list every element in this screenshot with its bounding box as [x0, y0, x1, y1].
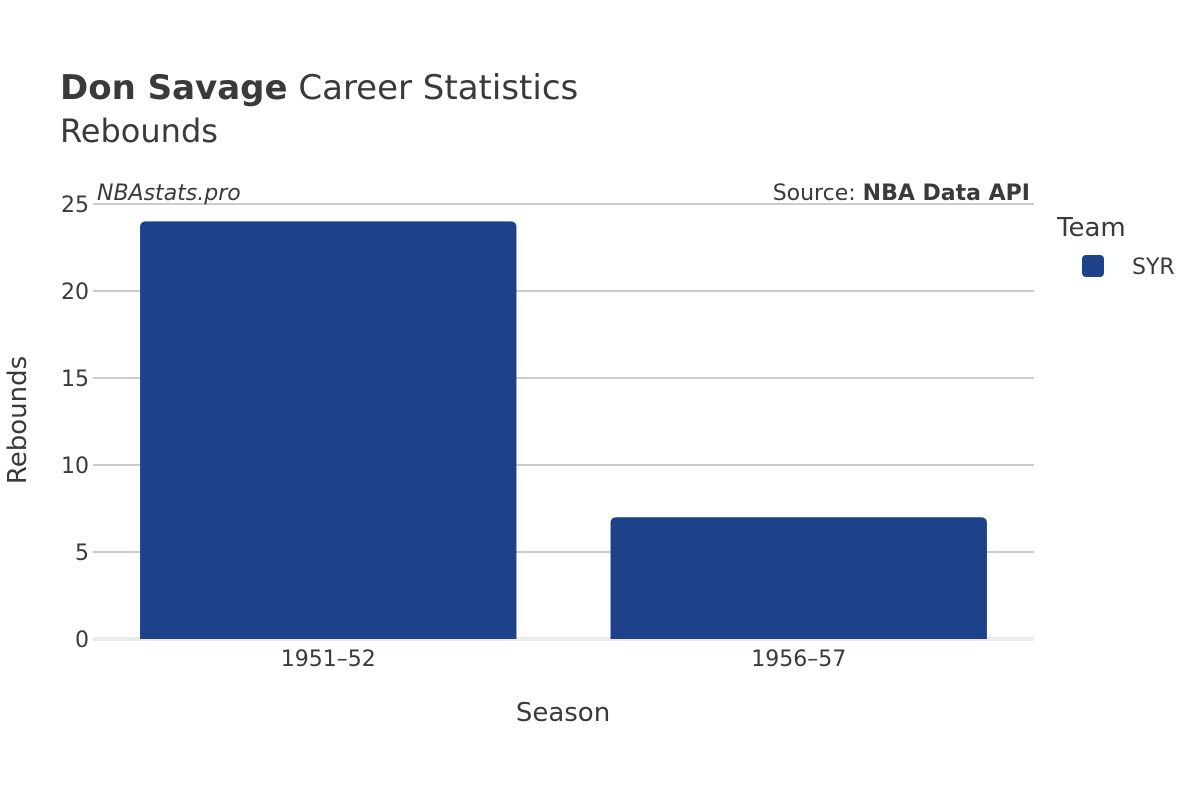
source-credit: Source: NBA Data API — [773, 181, 1030, 206]
legend: Team SYR — [1056, 213, 1175, 280]
bar-195152[interactable] — [140, 221, 517, 639]
x-tick-label: 1956–57 — [751, 647, 846, 672]
x-axis-ticks: 1951–52 1956–57 — [281, 647, 846, 672]
chart-title: Don Savage Career Statistics — [60, 68, 578, 108]
x-axis-title: Season — [516, 698, 610, 728]
source-name: NBA Data API — [863, 181, 1030, 206]
y-tick-label: 25 — [61, 193, 89, 218]
chart-subtitle: Rebounds — [60, 112, 218, 150]
bar-195657[interactable] — [610, 517, 987, 639]
legend-title: Team — [1056, 213, 1126, 243]
bars — [140, 221, 987, 639]
y-tick-label: 10 — [61, 454, 89, 479]
player-name: Don Savage — [60, 68, 288, 108]
watermark: NBAstats.pro — [97, 181, 241, 206]
y-tick-label: 20 — [61, 280, 89, 305]
legend-swatch-syr[interactable] — [1082, 255, 1104, 277]
legend-label-syr[interactable]: SYR — [1132, 255, 1175, 280]
y-tick-label: 0 — [75, 628, 89, 653]
y-axis-ticks: 0 5 10 15 20 25 — [61, 193, 89, 653]
source-prefix: Source: — [773, 181, 863, 206]
x-tick-label: 1951–52 — [281, 647, 376, 672]
y-tick-label: 15 — [61, 367, 89, 392]
title-suffix: Career Statistics — [298, 68, 579, 108]
y-axis-title: Rebounds — [3, 356, 33, 484]
y-tick-label: 5 — [75, 541, 89, 566]
